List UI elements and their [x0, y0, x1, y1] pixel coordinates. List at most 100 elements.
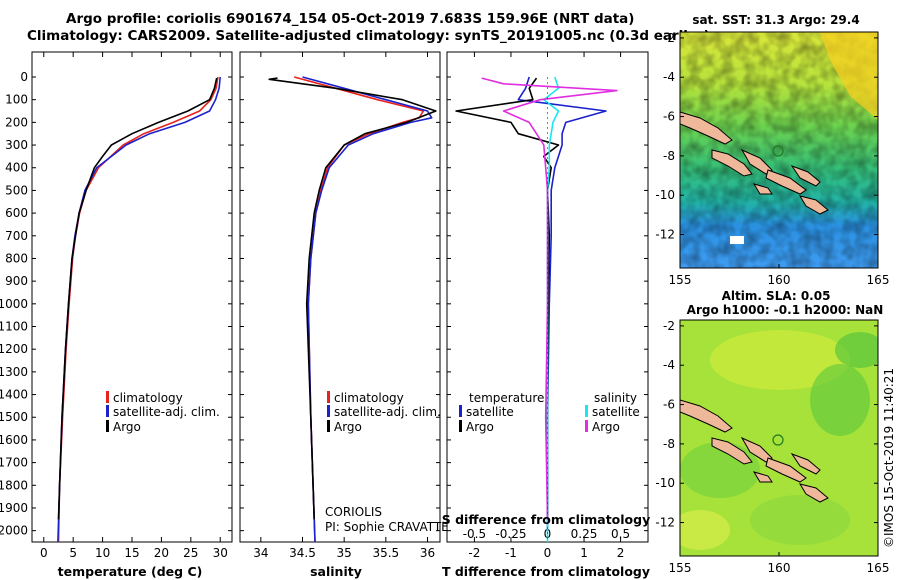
map-y-tick-label: -6	[663, 110, 675, 124]
x-tick-label: -2	[468, 546, 480, 560]
x-tick-label: 0	[544, 546, 552, 560]
series-line-temperature-argo	[455, 77, 560, 520]
y-tick-label: 800	[5, 251, 28, 265]
y-tick-label: 1400	[0, 388, 28, 402]
credit: ©IMOS 15-Oct-2019 11:40:21	[882, 368, 896, 548]
y-tick-label: 1600	[0, 433, 28, 447]
x-tick-label: 30	[213, 546, 228, 560]
legend-mark-argo	[106, 420, 109, 432]
legend-mark-t-argo	[459, 420, 462, 432]
x-tick-label: 15	[124, 546, 139, 560]
legend-label-argo: Argo	[113, 420, 141, 434]
map-y-tick-label: -12	[655, 228, 675, 242]
series-line-satellite-adj-clim-	[57, 76, 221, 542]
y-tick-label: 1700	[0, 456, 28, 470]
legend-mark-climatology	[327, 391, 330, 403]
map-y-tick-label: -2	[663, 319, 675, 333]
y-tick-label: 400	[5, 161, 28, 175]
legend-label-climatology: climatology	[113, 391, 183, 405]
y-tick-label: 1100	[0, 320, 28, 334]
map-x-tick-label: 155	[669, 273, 692, 287]
legend-label-t-satellite: satellite	[466, 405, 514, 419]
map-x-tick-label: 160	[768, 561, 791, 575]
legend-label-s-satellite: satellite	[592, 405, 640, 419]
s-tick-label: 0.25	[571, 527, 598, 541]
y-tick-label: 200	[5, 115, 28, 129]
difference-x-label: T difference from climatology	[442, 564, 650, 579]
map-y-tick-label: -4	[663, 70, 675, 84]
salinity-x-label: salinity	[310, 564, 362, 579]
y-tick-label: 1900	[0, 501, 28, 515]
y-tick-label: 100	[5, 93, 28, 107]
legend-mark-satellite	[106, 405, 109, 417]
y-tick-label: 700	[5, 229, 28, 243]
y-tick-label: 1200	[0, 342, 28, 356]
legend-mark-s-satellite	[585, 405, 588, 417]
y-tick-label: 300	[5, 138, 28, 152]
series-line-argo	[268, 77, 437, 520]
temperature-x-label: temperature (deg C)	[58, 564, 203, 579]
legend-mark-climatology	[106, 391, 109, 403]
s-tick-label: -0.25	[495, 527, 526, 541]
note-pi: PI: Sophie CRAVATTE	[325, 520, 449, 534]
map-y-tick-label: -6	[663, 398, 675, 412]
x-tick-label: 34.5	[289, 546, 316, 560]
x-tick-label: 5	[69, 546, 77, 560]
salinity-panel-frame	[239, 51, 441, 543]
temperature-panel-frame	[31, 51, 233, 543]
sst-map-title: sat. SST: 31.3 Argo: 29.4	[692, 13, 859, 27]
y-tick-label: 0	[20, 70, 28, 84]
legend-mark-t-satellite	[459, 405, 462, 417]
map-y-tick-label: -10	[655, 188, 675, 202]
x-tick-label: 35.5	[372, 546, 399, 560]
map-y-tick-label: -4	[663, 358, 675, 372]
s-tick-label: 0.5	[611, 527, 630, 541]
x-tick-label: 36	[420, 546, 435, 560]
legend-label-satellite: satellite-adj. clim.	[334, 405, 441, 419]
x-tick-label: 35	[337, 546, 352, 560]
map-x-tick-label: 165	[867, 561, 890, 575]
legend-mark-satellite	[327, 405, 330, 417]
x-tick-label: 20	[154, 546, 169, 560]
legend-title-salinity: salinity	[594, 391, 637, 405]
y-tick-label: 1000	[0, 297, 28, 311]
sla-map-title-2: Argo h1000: -0.1 h2000: NaN	[687, 303, 884, 317]
series-line-climatology	[293, 76, 425, 542]
y-tick-label: 900	[5, 274, 28, 288]
y-tick-label: 1800	[0, 478, 28, 492]
legend-mark-s-argo	[585, 420, 588, 432]
map-x-tick-label: 155	[669, 561, 692, 575]
map-y-tick-label: -12	[655, 516, 675, 530]
x-tick-label: 10	[95, 546, 110, 560]
map-y-tick-label: -8	[663, 149, 675, 163]
y-tick-label: 1500	[0, 410, 28, 424]
map-x-tick-label: 160	[768, 273, 791, 287]
difference-legend: temperature salinity satellite Argo sate…	[459, 391, 640, 434]
note-institution: CORIOLIS	[325, 505, 382, 519]
y-tick-label: 600	[5, 206, 28, 220]
series-line-argo	[57, 77, 218, 520]
sla-map	[680, 320, 878, 556]
x-tick-label: 34	[253, 546, 268, 560]
legend-label-climatology: climatology	[334, 391, 404, 405]
salinity-legend: climatology satellite-adj. clim. Argo CO…	[325, 391, 449, 534]
x-tick-label: 0	[40, 546, 48, 560]
sst-map	[680, 32, 878, 268]
x-tick-label: 2	[617, 546, 625, 560]
map-y-tick-label: -10	[655, 476, 675, 490]
x-tick-label: 25	[183, 546, 198, 560]
legend-label-t-argo: Argo	[466, 420, 494, 434]
legend-mark-argo	[327, 420, 330, 432]
x-tick-label: 1	[580, 546, 588, 560]
map-x-tick-label: 165	[867, 273, 890, 287]
map-y-tick-label: -8	[663, 437, 675, 451]
sla-map-title-1: Altim. SLA: 0.05	[722, 289, 831, 303]
s-tick-label: -0.5	[463, 527, 486, 541]
s-difference-label: S difference from climatology	[442, 512, 651, 527]
x-tick-label: -1	[505, 546, 517, 560]
legend-label-s-argo: Argo	[592, 420, 620, 434]
y-tick-label: 1300	[0, 365, 28, 379]
map-y-tick-label: -2	[663, 31, 675, 45]
series-line-satellite-adj-clim-	[302, 76, 433, 542]
